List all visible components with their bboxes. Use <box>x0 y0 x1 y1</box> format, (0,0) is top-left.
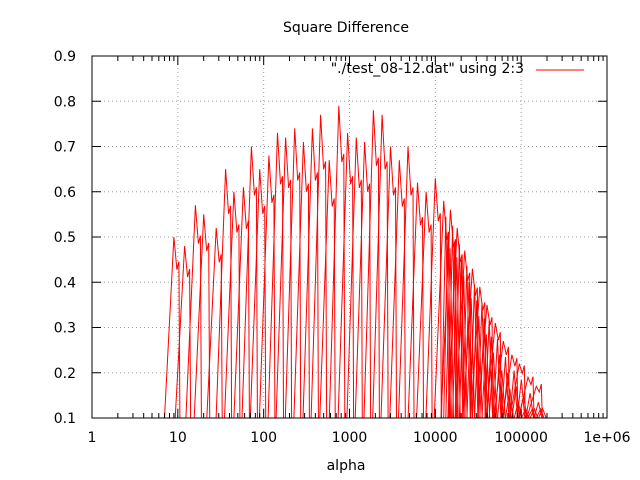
legend-label: "./test_08-12.dat" using 2:3 <box>331 61 524 77</box>
data-sweep <box>293 141 310 419</box>
data-sweep <box>516 379 526 419</box>
data-sweep <box>354 141 372 419</box>
data-sweep <box>509 363 526 419</box>
data-sweep <box>233 187 250 419</box>
data-sweep <box>337 132 355 419</box>
data-sweep <box>454 243 464 419</box>
data-sweep <box>215 169 233 419</box>
x-tick-label: 1 <box>88 430 97 446</box>
data-sweep <box>275 137 293 419</box>
legend: "./test_08-12.dat" using 2:3 <box>331 61 584 77</box>
data-sweep <box>445 248 454 419</box>
y-tick-label: 0.7 <box>54 140 76 156</box>
data-sweep <box>502 372 512 419</box>
x-tick-label: 100 <box>250 430 277 446</box>
y-tick-label: 0.3 <box>54 321 76 337</box>
data-sweep <box>447 225 457 419</box>
data-sweep <box>488 352 498 419</box>
x-tick-label: 1000 <box>332 430 368 446</box>
data-sweep <box>494 354 504 419</box>
data-sweep <box>389 160 406 419</box>
data-sweep <box>520 407 530 419</box>
data-sweep <box>249 169 267 419</box>
data-sweep <box>267 132 284 419</box>
data-sweep <box>241 146 258 419</box>
axis-ticks <box>91 55 608 419</box>
data-sweep <box>535 407 545 419</box>
data-sweep <box>185 205 202 419</box>
series-line <box>164 105 547 419</box>
y-tick-label: 0.9 <box>54 49 76 65</box>
x-tick-label: 10000 <box>413 430 458 446</box>
data-sweep <box>328 105 346 419</box>
data-sweep <box>164 236 181 419</box>
data-sweep <box>319 160 336 419</box>
data-sweep <box>509 370 518 419</box>
data-sweep <box>407 182 424 419</box>
x-tick-label: 100000 <box>494 430 547 446</box>
data-sweep <box>529 407 539 419</box>
data-sweep <box>224 191 241 419</box>
data-sweep <box>416 191 433 419</box>
x-tick-label: 10 <box>169 430 187 446</box>
y-tick-label: 0.5 <box>54 230 76 246</box>
data-sweep <box>500 356 510 419</box>
x-axis-label: alpha <box>327 458 366 474</box>
data-sweep <box>518 375 535 419</box>
data-sweep <box>193 214 211 419</box>
data-sweep <box>526 383 543 419</box>
data-sweep <box>452 257 461 419</box>
data-sweep <box>398 146 415 419</box>
data-sweep <box>346 137 363 419</box>
chart-title: Square Difference <box>283 20 409 36</box>
data-sweep <box>443 232 452 419</box>
data-sweep <box>302 128 319 419</box>
data-sweep <box>258 155 276 419</box>
x-tick-label: 1e+06 <box>583 430 630 446</box>
data-sweep <box>537 407 547 419</box>
y-tick-label: 0.2 <box>54 366 76 382</box>
y-tick-label: 0.6 <box>54 185 76 201</box>
data-sweep <box>363 110 380 419</box>
data-sweep <box>486 336 496 419</box>
y-tick-label: 0.4 <box>54 275 76 291</box>
data-sweep <box>497 370 506 419</box>
data-sweep <box>441 216 450 419</box>
data-sweep <box>206 227 223 419</box>
y-tick-labels: 0.1 0.2 0.3 0.4 0.5 0.6 0.7 0.8 0.9 <box>54 49 76 427</box>
grid-lines <box>92 56 607 418</box>
x-tick-labels: 1 10 100 1000 10000 100000 1e+06 <box>88 430 631 446</box>
data-sweep <box>505 388 514 419</box>
y-tick-label: 0.8 <box>54 94 76 110</box>
y-tick-label: 0.1 <box>54 411 76 427</box>
